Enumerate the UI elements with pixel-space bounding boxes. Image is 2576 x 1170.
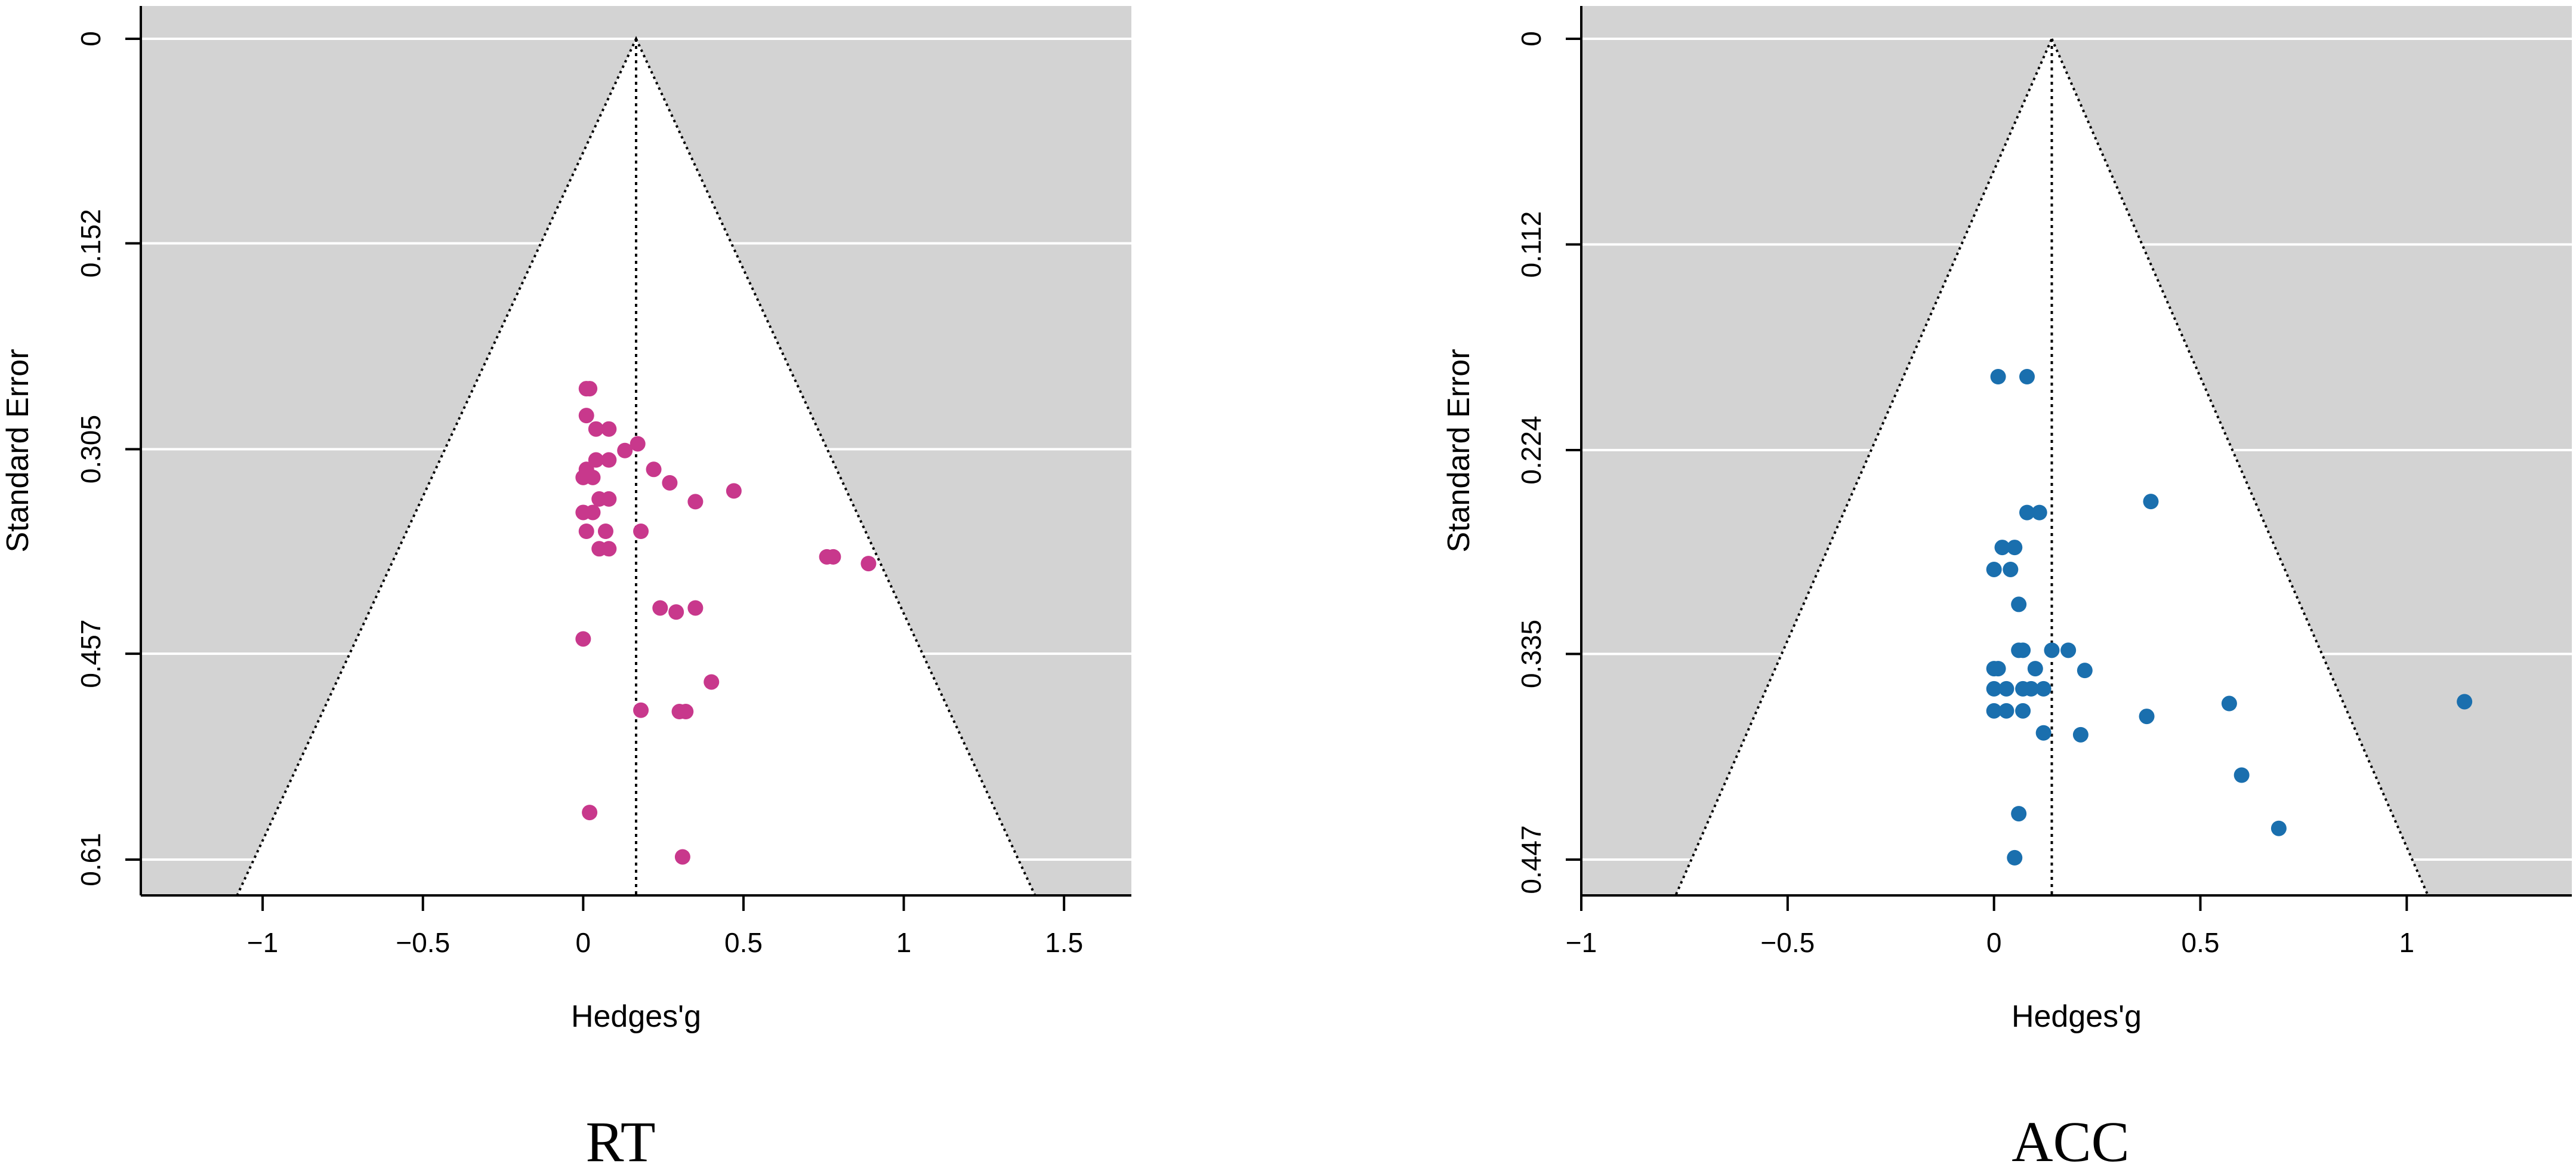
x-tick-label: 1.5 xyxy=(1045,927,1083,958)
data-point xyxy=(2072,726,2088,743)
data-point xyxy=(1990,661,2006,677)
data-point xyxy=(2027,661,2043,677)
data-point xyxy=(588,452,604,468)
y-tick-label: 0.457 xyxy=(75,620,106,688)
y-tick-label: 0 xyxy=(75,31,106,47)
data-point xyxy=(1986,703,2002,719)
data-point xyxy=(1994,540,2010,556)
data-point xyxy=(2015,703,2031,719)
data-point xyxy=(633,702,649,718)
x-tick-label: 0.5 xyxy=(2182,927,2220,958)
data-point xyxy=(2457,694,2473,710)
y-tick-label: 0.112 xyxy=(1516,211,1547,278)
data-point xyxy=(1998,703,2014,719)
y-tick-label: 0.224 xyxy=(1516,415,1547,484)
data-point xyxy=(652,600,668,616)
data-point xyxy=(601,421,617,437)
y-axis-title: Standard Error xyxy=(1442,349,1476,552)
data-point xyxy=(687,600,704,616)
x-tick-label: 1 xyxy=(2399,927,2415,958)
data-point xyxy=(582,381,598,397)
data-point xyxy=(2007,540,2023,556)
x-tick-label: 0 xyxy=(576,927,591,958)
y-tick-label: 0.61 xyxy=(75,833,106,886)
data-point xyxy=(582,805,598,821)
y-tick-label: 0.152 xyxy=(75,209,106,278)
y-axis-title: Standard Error xyxy=(1,349,35,552)
data-points xyxy=(1986,368,2473,866)
data-point xyxy=(601,452,617,468)
data-point xyxy=(2015,642,2031,658)
data-point xyxy=(578,524,594,539)
data-point xyxy=(2007,849,2023,866)
data-point xyxy=(597,524,613,539)
data-point xyxy=(2221,695,2237,712)
data-point xyxy=(585,504,601,521)
x-tick-label: 0.5 xyxy=(724,927,763,958)
x-tick-label: −0.5 xyxy=(1760,927,1815,958)
data-point xyxy=(2003,561,2019,577)
data-point xyxy=(630,436,646,452)
data-points xyxy=(575,381,877,865)
panel-label: RT xyxy=(586,1110,656,1170)
data-point xyxy=(2035,681,2051,697)
data-point xyxy=(1998,681,2014,697)
data-point xyxy=(668,604,684,620)
data-point xyxy=(1990,368,2006,384)
data-point xyxy=(2060,642,2077,658)
data-point xyxy=(2011,596,2027,612)
data-point xyxy=(2019,368,2035,384)
x-axis-ticks: −1 −0.5 0 0.5 1 xyxy=(1566,895,2414,958)
data-point xyxy=(646,461,662,478)
data-point xyxy=(601,541,617,557)
x-tick-label: 1 xyxy=(896,927,912,958)
data-point xyxy=(575,631,591,647)
data-point xyxy=(2035,725,2051,741)
y-tick-label: 0.447 xyxy=(1516,825,1547,894)
data-point xyxy=(2031,504,2047,521)
y-axis-ticks: 0 0.152 0.305 0.457 0.61 xyxy=(75,31,141,886)
data-point xyxy=(704,674,720,690)
data-point xyxy=(633,524,649,539)
y-tick-label: 0.335 xyxy=(1516,620,1547,688)
x-axis-title: Hedges'g xyxy=(571,999,701,1034)
data-point xyxy=(2077,663,2093,679)
data-point xyxy=(2023,681,2039,697)
x-tick-label: −0.5 xyxy=(396,927,450,958)
data-point xyxy=(2044,642,2060,658)
data-point xyxy=(2143,494,2159,510)
data-point xyxy=(726,483,742,499)
data-point xyxy=(1986,561,2002,577)
data-point xyxy=(2019,504,2035,521)
data-point xyxy=(674,849,690,865)
x-tick-label: −1 xyxy=(247,927,278,958)
funnel-plot-rt: −1 −0.5 0 0.5 1 1.5 0 0.152 0.305 0.457 0.61 Hedg… xyxy=(1,6,1131,1170)
y-axis-ticks: 0 0.112 0.224 0.335 0.447 xyxy=(1516,31,1581,894)
funnel-region xyxy=(1674,36,2430,897)
data-point xyxy=(1986,681,2002,697)
data-point xyxy=(860,556,877,572)
x-tick-label: −1 xyxy=(1566,927,1597,958)
data-point xyxy=(662,475,678,491)
data-point xyxy=(588,421,604,437)
data-point xyxy=(617,442,633,458)
x-tick-label: 0 xyxy=(1986,927,2002,958)
data-point xyxy=(825,549,841,565)
data-point xyxy=(585,469,601,485)
panel-label: ACC xyxy=(2012,1110,2129,1170)
x-axis-ticks: −1 −0.5 0 0.5 1 1.5 xyxy=(247,895,1083,958)
x-axis-title: Hedges'g xyxy=(2012,999,2142,1034)
data-point xyxy=(2270,820,2287,836)
data-point xyxy=(2011,806,2027,822)
data-point xyxy=(687,494,704,510)
funnel-plot-acc: −1 −0.5 0 0.5 1 0 0.112 0.224 0.335 0.447 Hedges… xyxy=(1442,6,2572,1170)
y-tick-label: 0.305 xyxy=(75,415,106,484)
data-point xyxy=(2139,709,2155,725)
data-point xyxy=(601,491,617,507)
y-tick-label: 0 xyxy=(1516,31,1547,47)
data-point xyxy=(578,408,594,424)
data-point xyxy=(2233,767,2250,783)
data-point xyxy=(678,704,694,720)
